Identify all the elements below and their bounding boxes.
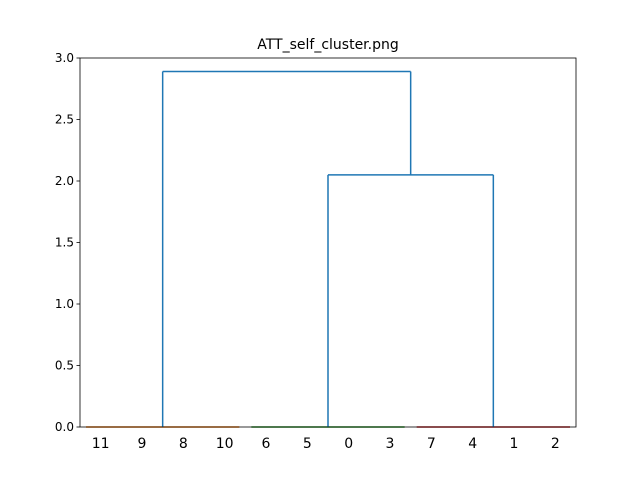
y-tick-label: 2.5: [55, 113, 74, 127]
y-tick-label: 2.0: [55, 174, 74, 188]
chart-title: ATT_self_cluster.png: [257, 37, 399, 53]
leaf-label: 2: [551, 436, 560, 452]
plot-frame: [79, 57, 577, 428]
leaf-label: 8: [179, 436, 188, 452]
leaf-label: 6: [262, 436, 271, 452]
y-tick-label: 3.0: [55, 51, 74, 65]
leaf-label: 4: [468, 436, 477, 452]
leaf-label: 9: [138, 436, 147, 452]
y-tick-label: 0.0: [55, 420, 74, 434]
y-tick-label: 1.5: [55, 236, 74, 250]
leaf-label: 7: [427, 436, 436, 452]
leaf-label: 10: [216, 436, 234, 452]
leaf-label: 1: [510, 436, 519, 452]
y-tick-label: 1.0: [55, 297, 74, 311]
leaf-label: 0: [344, 436, 353, 452]
leaf-label: 5: [303, 436, 312, 452]
leaf-label: 11: [92, 436, 110, 452]
y-tick-label: 0.5: [55, 359, 74, 373]
leaf-label: 3: [386, 436, 395, 452]
dendrogram-links: [86, 70, 570, 428]
y-axis: 0.0 0.5 1.0 1.5 2.0 2.5 3.0: [55, 51, 80, 434]
x-axis-leaves: 11 9 8 10 6 5 0 3 7 4 1 2: [92, 436, 560, 452]
